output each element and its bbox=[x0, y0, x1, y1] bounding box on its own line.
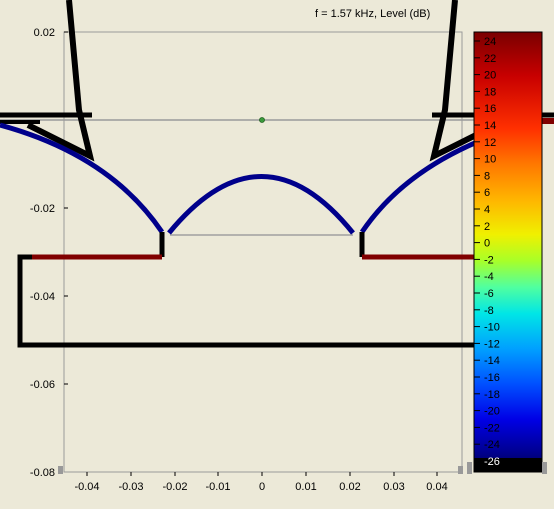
colorbar-label: -14 bbox=[484, 355, 500, 367]
colorbar-label: 18 bbox=[484, 86, 496, 98]
dome-surface bbox=[167, 174, 355, 235]
colorbar-label: -26 bbox=[484, 456, 500, 468]
colorbar-label: 12 bbox=[484, 137, 496, 149]
colorbar-gradient bbox=[474, 32, 542, 472]
colorbar-label: 4 bbox=[484, 204, 490, 216]
colorbar-label: -8 bbox=[484, 305, 494, 317]
colorbar-label: -12 bbox=[484, 338, 500, 350]
colorbar-label: -24 bbox=[484, 439, 500, 451]
cone-surface-left bbox=[0, 122, 165, 234]
geometry bbox=[0, 0, 554, 348]
magnet-body bbox=[17, 254, 507, 348]
horn-wall-left bbox=[26, 0, 95, 162]
x-tick-label: 0.03 bbox=[383, 481, 404, 493]
colorbar-label: 22 bbox=[484, 53, 496, 65]
x-tick-label: -0.04 bbox=[74, 481, 99, 493]
colorbar-label: 8 bbox=[484, 170, 490, 182]
colorbar-label: -4 bbox=[484, 271, 494, 283]
x-tick-label: 0.01 bbox=[295, 481, 316, 493]
colorbar bbox=[467, 31, 547, 474]
y-tick-label: -0.02 bbox=[30, 203, 55, 215]
x-tick-label: 0 bbox=[259, 481, 265, 493]
colorbar-label: -16 bbox=[484, 372, 500, 384]
colorbar-label: 0 bbox=[484, 238, 490, 250]
colorbar-label: -2 bbox=[484, 254, 494, 266]
plot-title: f = 1.57 kHz, Level (dB) bbox=[315, 8, 430, 20]
colorbar-label: 24 bbox=[484, 36, 496, 48]
colorbar-label: 20 bbox=[484, 70, 496, 82]
colorbar-labels: 242220181614121086420-2-4-6-8-10-12-14-1… bbox=[474, 36, 500, 468]
plot-frame bbox=[63, 31, 463, 473]
y-tick-label: -0.08 bbox=[30, 467, 55, 479]
plot-corner-handle-right[interactable] bbox=[458, 466, 463, 474]
plot-corner-handle-left[interactable] bbox=[58, 466, 63, 474]
colorbar-handle-right[interactable] bbox=[542, 462, 547, 474]
x-tick-label: 0.04 bbox=[426, 481, 447, 493]
colorbar-handle-left[interactable] bbox=[467, 462, 472, 474]
colorbar-label: -6 bbox=[484, 288, 494, 300]
x-tick-label: 0.02 bbox=[339, 481, 360, 493]
x-tick-label: -0.03 bbox=[118, 481, 143, 493]
colorbar-label: -22 bbox=[484, 422, 500, 434]
x-tick-label: -0.02 bbox=[162, 481, 187, 493]
y-tick-label: -0.06 bbox=[30, 379, 55, 391]
colorbar-label: -18 bbox=[484, 389, 500, 401]
colorbar-label: 2 bbox=[484, 221, 490, 233]
colorbar-label: 14 bbox=[484, 120, 496, 132]
x-tick-label: -0.01 bbox=[205, 481, 230, 493]
colorbar-label: 16 bbox=[484, 103, 496, 115]
colorbar-label: -20 bbox=[484, 406, 500, 418]
y-tick-label: -0.04 bbox=[30, 291, 55, 303]
colorbar-label: 6 bbox=[484, 187, 490, 199]
colorbar-label: -10 bbox=[484, 322, 500, 334]
y-tick-label: 0.02 bbox=[34, 27, 55, 39]
horn-wall-right bbox=[429, 0, 498, 162]
colorbar-label: 10 bbox=[484, 154, 496, 166]
source-point-marker[interactable] bbox=[259, 117, 265, 123]
